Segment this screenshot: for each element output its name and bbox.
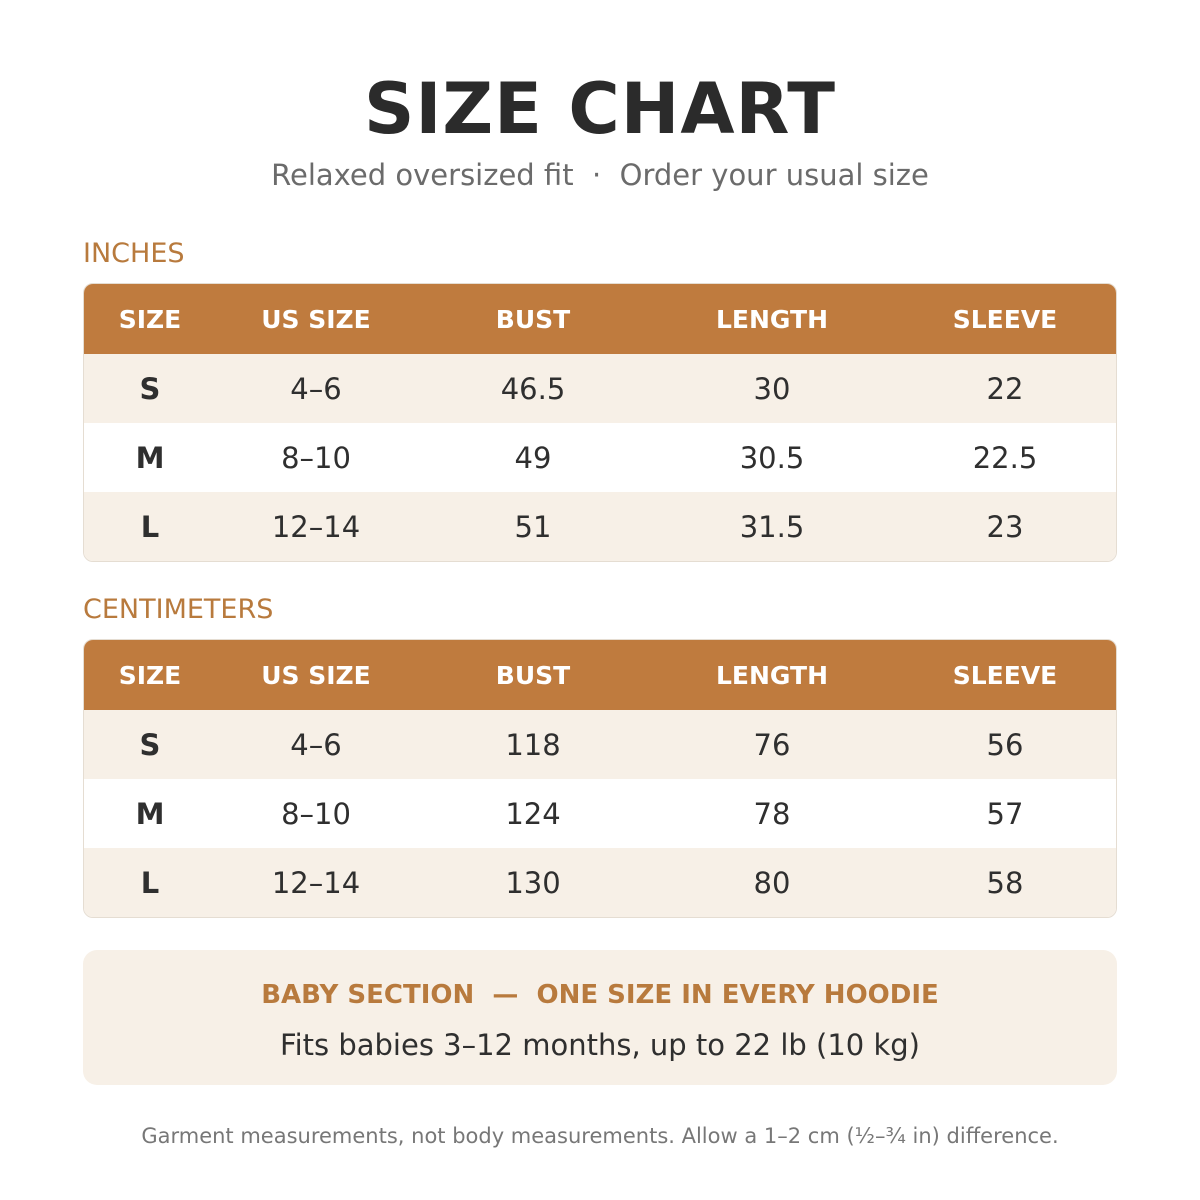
table-cell: 76 xyxy=(753,727,791,762)
section-label: CENTIMETERS xyxy=(83,594,274,625)
table-cell: 130 xyxy=(505,865,561,900)
column-header: SIZE xyxy=(118,304,182,334)
table-cell: 22 xyxy=(986,371,1024,406)
table-cell: M xyxy=(135,796,165,831)
table-cell: 8–10 xyxy=(281,440,351,475)
column-header: BUST xyxy=(495,660,571,690)
table-cell: 58 xyxy=(986,865,1024,900)
table-row: M 8–10 124 78 57 xyxy=(84,779,1116,848)
table-cell: L xyxy=(140,509,160,544)
baby-box: BABY SECTION — ONE SIZE IN EVERY HOODIE … xyxy=(83,950,1117,1085)
column-header: LENGTH xyxy=(716,660,828,690)
table-cell: 30 xyxy=(753,371,791,406)
baby-title: BABY SECTION — ONE SIZE IN EVERY HOODIE xyxy=(261,980,939,1010)
table-cell: 12–14 xyxy=(271,865,361,900)
column-header: SLEEVE xyxy=(952,660,1058,690)
baby-text: Fits babies 3–12 months, up to 22 lb (10… xyxy=(280,1028,920,1062)
table-cell: S xyxy=(139,371,161,406)
title: SIZE CHART xyxy=(363,68,837,150)
table-cell: 46.5 xyxy=(500,371,566,406)
subtitle: Relaxed oversized fit · Order your usual… xyxy=(271,158,929,192)
table-cell: 78 xyxy=(753,796,791,831)
table-cell: M xyxy=(135,440,165,475)
table-cell: 8–10 xyxy=(281,796,351,831)
column-header: US SIZE xyxy=(261,304,371,334)
table-cell: 30.5 xyxy=(739,440,805,475)
table-cell: 56 xyxy=(986,727,1024,762)
column-header: LENGTH xyxy=(716,304,828,334)
header-row: SIZE US SIZE BUST LENGTH SLEEVE xyxy=(84,284,1116,354)
table-cell: L xyxy=(140,865,160,900)
table-cell: 80 xyxy=(753,865,791,900)
table-cell: 124 xyxy=(505,796,561,831)
size-table: SIZE US SIZE BUST LENGTH SLEEVE S 4–6 46.5 30 22 M… xyxy=(83,283,1117,562)
table-cell: 31.5 xyxy=(739,509,805,544)
table-cell: 57 xyxy=(986,796,1024,831)
column-header: SLEEVE xyxy=(952,304,1058,334)
section-label: INCHES xyxy=(83,238,185,269)
table-row: L 12–14 130 80 58 xyxy=(84,848,1116,917)
table-cell: S xyxy=(139,727,161,762)
table-cell: 49 xyxy=(514,440,552,475)
column-header: SIZE xyxy=(118,660,182,690)
table-cell: 22.5 xyxy=(972,440,1038,475)
header-row: SIZE US SIZE BUST LENGTH SLEEVE xyxy=(84,640,1116,710)
table-cell: 12–14 xyxy=(271,509,361,544)
table-row: M 8–10 49 30.5 22.5 xyxy=(84,423,1116,492)
table-cell: 4–6 xyxy=(290,371,342,406)
size-table: SIZE US SIZE BUST LENGTH SLEEVE S 4–6 118 76 56 M 8… xyxy=(83,639,1117,918)
table-row: L 12–14 51 31.5 23 xyxy=(84,492,1116,561)
table-cell: 51 xyxy=(514,509,552,544)
table-cell: 23 xyxy=(986,509,1024,544)
column-header: US SIZE xyxy=(261,660,371,690)
table-cell: 4–6 xyxy=(290,727,342,762)
column-header: BUST xyxy=(495,304,571,334)
footer-note: Garment measurements, not body measureme… xyxy=(141,1124,1059,1148)
table-cell: 118 xyxy=(505,727,561,762)
table-row: S 4–6 118 76 56 xyxy=(84,710,1116,779)
table-row: S 4–6 46.5 30 22 xyxy=(84,354,1116,423)
